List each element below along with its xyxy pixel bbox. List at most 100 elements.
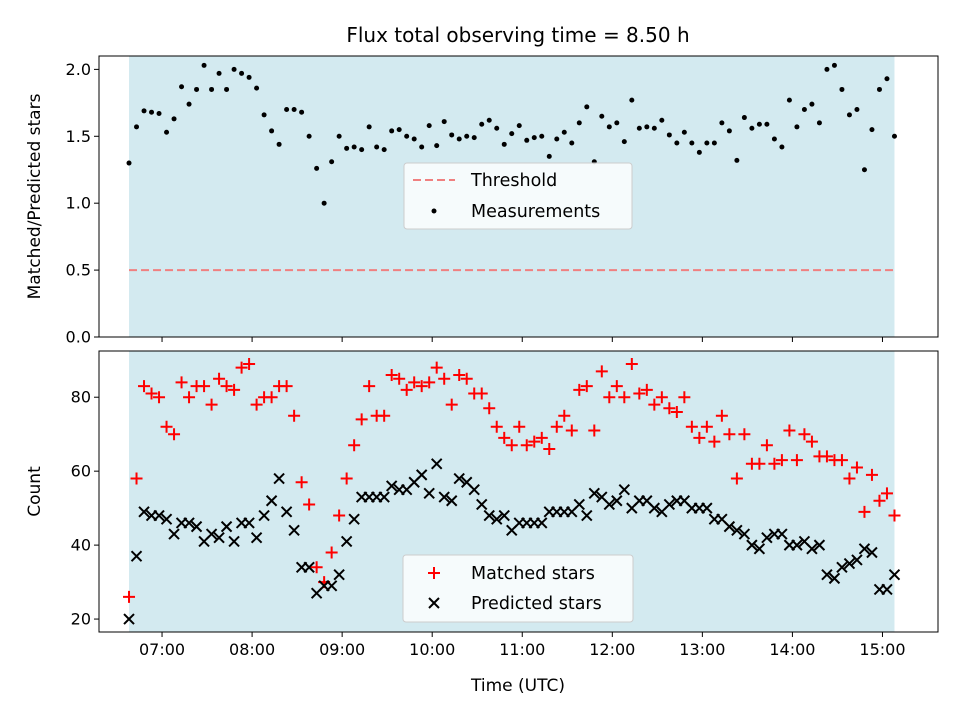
measurement-point bbox=[359, 147, 365, 153]
matched-star-point bbox=[573, 383, 586, 396]
predicted-star-point bbox=[438, 491, 450, 503]
measurement-point bbox=[351, 144, 357, 150]
matched-star-point bbox=[378, 409, 391, 422]
measurement-point bbox=[171, 116, 177, 122]
matched-star-point bbox=[400, 383, 413, 396]
matched-star-point bbox=[723, 428, 736, 441]
matched-star-point bbox=[460, 372, 473, 385]
matched-star-point bbox=[513, 420, 526, 433]
measurement-point bbox=[674, 140, 680, 146]
matched-star-point bbox=[618, 391, 631, 404]
measurement-point bbox=[786, 97, 792, 103]
matched-star-point bbox=[805, 435, 818, 448]
measurement-point bbox=[719, 120, 725, 126]
matched-star-point bbox=[588, 424, 601, 437]
measurement-point bbox=[411, 136, 417, 142]
matched-legend-swatch bbox=[428, 567, 440, 579]
matched-star-point bbox=[708, 435, 721, 448]
matched-star-point bbox=[520, 439, 533, 452]
matched-star-point bbox=[235, 361, 248, 374]
matched-star-point bbox=[490, 420, 503, 433]
measurement-point bbox=[599, 113, 605, 119]
measurement-point bbox=[561, 129, 567, 135]
predicted-star-point bbox=[603, 498, 616, 511]
predicted-star-point bbox=[701, 502, 713, 514]
matched-star-point bbox=[393, 372, 406, 385]
measurement-point bbox=[546, 153, 552, 159]
predicted-star-points bbox=[123, 458, 901, 625]
predicted-star-point bbox=[453, 472, 465, 485]
matched-star-point bbox=[138, 380, 151, 393]
ratio-legend: Threshold Measurements bbox=[403, 162, 633, 230]
matched-star-point bbox=[550, 420, 563, 433]
matched-star-point bbox=[438, 372, 451, 385]
measurement-point bbox=[381, 147, 387, 153]
measurement-point bbox=[666, 132, 672, 138]
measurement-point bbox=[224, 86, 230, 92]
predicted-star-point bbox=[776, 528, 788, 540]
predicted-star-point bbox=[340, 535, 353, 548]
predicted-legend-label: Predicted stars bbox=[471, 594, 602, 614]
matched-star-point bbox=[790, 454, 803, 467]
predicted-star-point bbox=[123, 613, 135, 625]
predicted-star-point bbox=[648, 502, 661, 514]
ratio-legend-box bbox=[403, 162, 633, 230]
count-legend-box bbox=[402, 554, 634, 623]
count-x-tick-label: 10:00 bbox=[409, 640, 455, 659]
matched-star-point bbox=[153, 391, 166, 404]
measurement-point bbox=[471, 135, 477, 141]
matched-star-point bbox=[700, 420, 713, 433]
predicted-star-point bbox=[280, 506, 293, 518]
matched-star-point bbox=[543, 442, 556, 455]
count-y-tick-label: 40 bbox=[71, 536, 91, 555]
predicted-star-point bbox=[753, 543, 766, 555]
measurement-point bbox=[794, 124, 800, 130]
predicted-star-point bbox=[333, 568, 345, 581]
predicted-star-point bbox=[423, 487, 435, 500]
matched-star-point bbox=[685, 420, 698, 433]
measurement-point bbox=[179, 84, 185, 90]
predicted-star-point bbox=[446, 495, 458, 507]
predicted-star-point bbox=[663, 498, 676, 511]
ratio-y-tick-label: 2.0 bbox=[66, 60, 91, 79]
predicted-star-point bbox=[746, 539, 758, 551]
measurement-point bbox=[659, 117, 665, 123]
matched-star-point bbox=[888, 509, 901, 522]
measurement-point bbox=[321, 200, 327, 206]
matched-star-point bbox=[130, 472, 143, 485]
chart-title: Flux total observing time = 8.50 h bbox=[346, 23, 689, 47]
predicted-star-point bbox=[153, 509, 165, 522]
predicted-star-point bbox=[536, 517, 548, 529]
count-x-tick-label: 12:00 bbox=[589, 640, 635, 659]
measurement-point bbox=[486, 117, 492, 123]
measurement-point bbox=[201, 62, 207, 68]
measurement-point bbox=[726, 128, 732, 134]
measurement-point bbox=[651, 125, 657, 131]
matched-star-point bbox=[228, 383, 241, 396]
matched-star-point bbox=[205, 398, 218, 411]
measurement-point bbox=[621, 139, 627, 145]
matched-star-point bbox=[333, 509, 346, 522]
matched-star-point bbox=[865, 468, 878, 481]
matched-star-point bbox=[535, 431, 548, 444]
matched-star-point bbox=[213, 372, 226, 385]
matched-star-point bbox=[348, 439, 361, 452]
measurement-point bbox=[231, 66, 237, 72]
predicted-star-point bbox=[250, 532, 263, 544]
predicted-star-point bbox=[731, 524, 743, 537]
measurement-points bbox=[126, 62, 897, 206]
count-x-tick-label: 15:00 bbox=[859, 640, 905, 659]
count-x-tick-label: 07:00 bbox=[139, 640, 185, 659]
matched-star-point bbox=[430, 361, 443, 374]
measurement-point bbox=[524, 137, 530, 143]
count-panel: 20 40 60 80 07:00 08:00 09:00 10:00 11:00 12:00 13… bbox=[25, 350, 939, 696]
matched-star-point bbox=[265, 391, 278, 404]
matched-star-point bbox=[678, 391, 691, 404]
ratio-panel: 0.00.51.01.52.0 Matched/Predicted stars … bbox=[25, 55, 939, 347]
predicted-star-point bbox=[415, 469, 428, 481]
predicted-star-point bbox=[228, 535, 240, 548]
measurement-point bbox=[734, 157, 740, 163]
predicted-star-point bbox=[858, 543, 871, 555]
predicted-star-point bbox=[806, 543, 818, 555]
measurement-point bbox=[134, 124, 140, 130]
